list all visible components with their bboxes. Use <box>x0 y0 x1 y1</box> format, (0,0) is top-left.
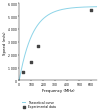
Theoretical curve <box>32 33 34 34</box>
Theoretical curve <box>97 7 98 8</box>
Line: Theoretical curve: Theoretical curve <box>19 8 97 81</box>
Experimental data <box>37 45 39 47</box>
Legend: Theoretical curve, Experimental data: Theoretical curve, Experimental data <box>21 99 57 109</box>
Theoretical curve <box>19 80 20 81</box>
Theoretical curve <box>54 12 55 13</box>
Theoretical curve <box>77 8 79 9</box>
Y-axis label: Speed (m/s): Speed (m/s) <box>3 31 7 54</box>
Theoretical curve <box>71 8 72 10</box>
Experimental data <box>30 61 31 63</box>
Experimental data <box>90 10 92 12</box>
Theoretical curve <box>39 23 40 24</box>
Theoretical curve <box>65 9 66 10</box>
X-axis label: Frequency (MHz): Frequency (MHz) <box>42 88 74 92</box>
Experimental data <box>22 71 24 73</box>
